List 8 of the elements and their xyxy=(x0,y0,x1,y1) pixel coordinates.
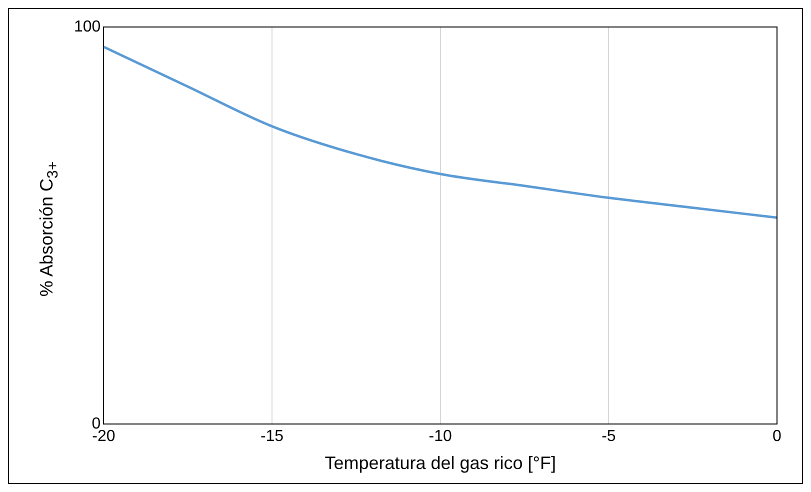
x-tick-label: -5 xyxy=(602,428,616,446)
y-tick-label: 100 xyxy=(74,18,101,36)
x-tick-label: -10 xyxy=(428,428,452,446)
x-tick-label: -20 xyxy=(92,428,116,446)
x-axis-title: Temperatura del gas rico [°F] xyxy=(324,453,556,474)
x-tick-label: 0 xyxy=(772,428,782,446)
x-tick-label: -15 xyxy=(260,428,284,446)
line-series xyxy=(104,46,777,219)
